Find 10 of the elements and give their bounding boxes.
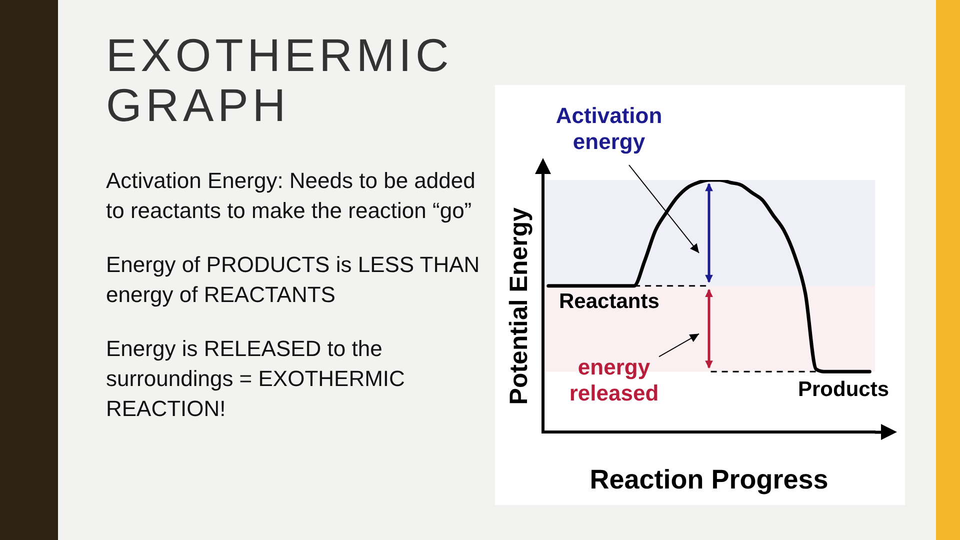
ref-line-label: Reactants (559, 290, 660, 314)
chart-title: EXOTHERMIC GRAPH (106, 29, 453, 131)
y-axis-title: Potential Energy (504, 207, 533, 405)
band-label: Activation energy (556, 103, 662, 154)
text: Energy of PRODUCTS is LESS THAN energy of REACTANTS (106, 251, 481, 309)
x-axis-title: Reaction Progress (590, 464, 828, 494)
text: Activation Energy: Needs to be added to reactants to make the reaction “go” (106, 167, 476, 225)
band-label: energy released (569, 354, 659, 406)
text: Energy is RELEASED to the surroundings = EXOTHERMIC REACTION! (106, 335, 406, 423)
ref-line-label: Products (798, 378, 889, 401)
